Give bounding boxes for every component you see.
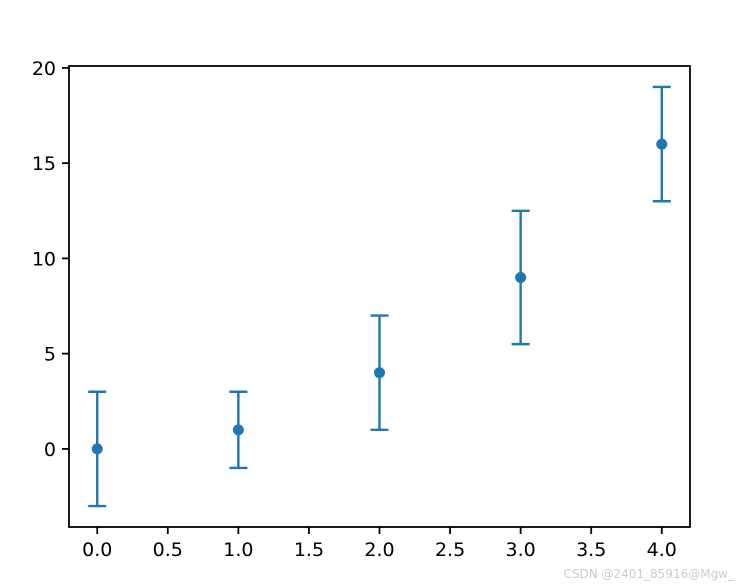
x-tick-label: 4.0 — [647, 539, 677, 561]
y-tick-label: 0 — [44, 439, 56, 461]
x-tick-label: 1.5 — [294, 539, 324, 561]
x-tick-label: 1.0 — [223, 539, 253, 561]
data-point — [374, 367, 385, 379]
y-tick-label: 20 — [32, 58, 56, 80]
data-point — [656, 138, 668, 150]
x-tick-label: 3.0 — [506, 539, 536, 561]
y-tick-label: 15 — [32, 153, 56, 175]
x-tick-label: 0.0 — [82, 539, 112, 561]
errorbar-series — [88, 85, 671, 508]
y-axis: 0 5 10 15 20 — [32, 58, 69, 461]
data-point — [515, 271, 527, 283]
data-points — [91, 138, 668, 455]
x-tick-label: 2.0 — [364, 539, 394, 561]
csdn-watermark: CSDN @2401_85916@Mgw_ — [563, 567, 734, 581]
data-point — [91, 443, 103, 455]
x-axis: 0.0 0.5 1.0 1.5 2.0 2.5 3.0 3.5 4.0 — [82, 527, 677, 561]
x-tick-label: 0.5 — [153, 539, 183, 561]
x-tick-label: 3.5 — [576, 539, 606, 561]
y-tick-label: 5 — [44, 344, 56, 366]
data-point — [232, 424, 244, 436]
x-tick-label: 2.5 — [435, 539, 465, 561]
plot-border — [68, 65, 691, 528]
y-tick-label: 10 — [32, 248, 56, 270]
